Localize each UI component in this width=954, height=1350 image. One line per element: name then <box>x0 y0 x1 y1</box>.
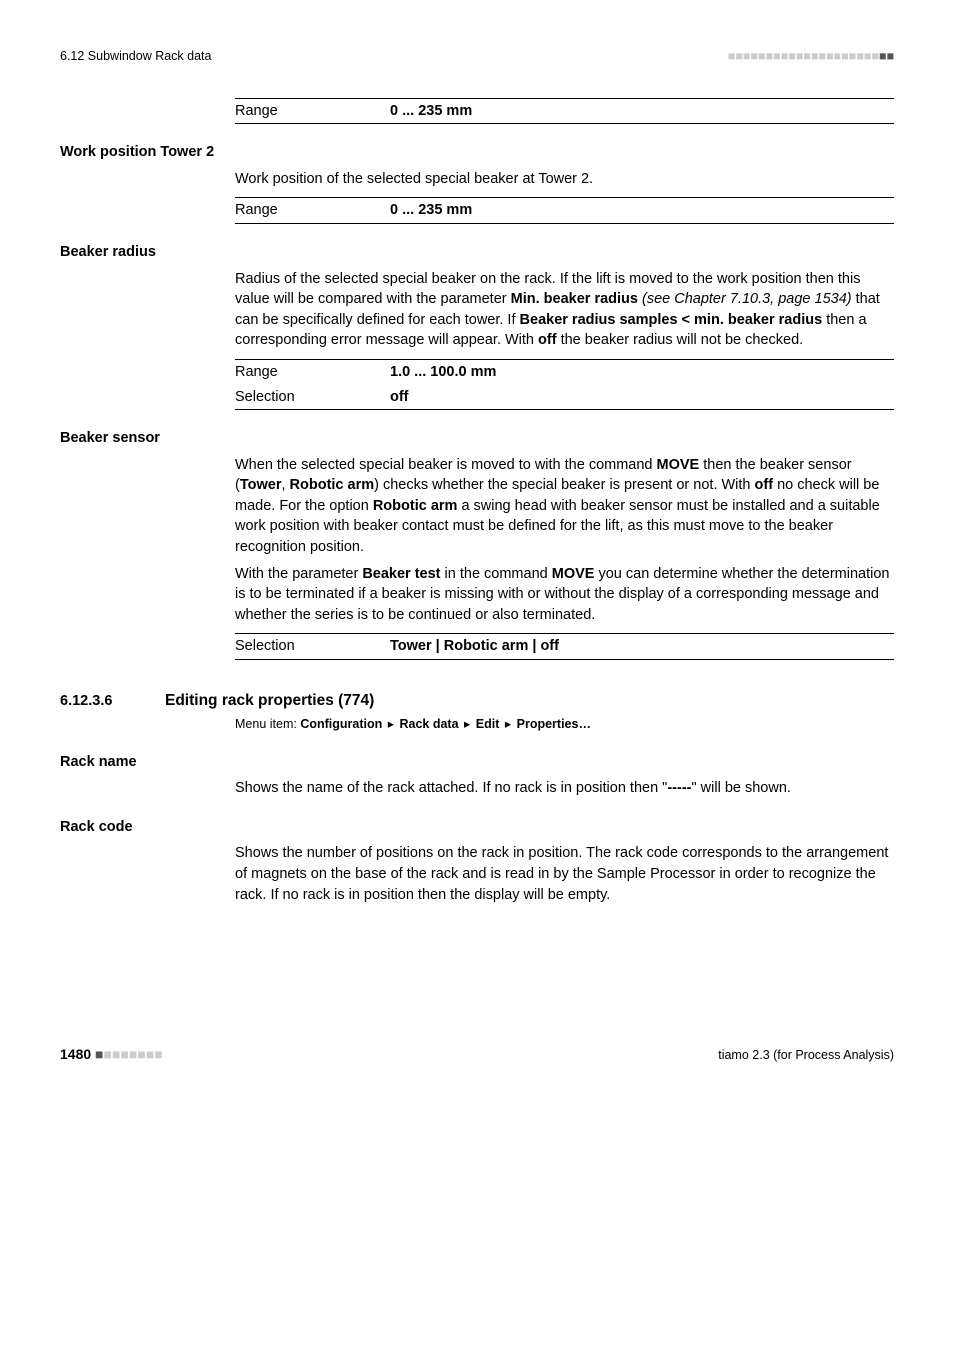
text: " will be shown. <box>692 780 791 796</box>
text: in the command <box>441 566 552 582</box>
bold-text: ----- <box>667 780 691 796</box>
body-beaker-radius: Radius of the selected special beaker on… <box>235 269 894 351</box>
subsection-title: Editing rack properties (774) <box>165 690 374 712</box>
body-rack-code: Shows the number of positions on the rac… <box>235 843 894 905</box>
text: With the parameter <box>235 566 362 582</box>
text: , <box>281 477 289 493</box>
selection-value: off <box>390 387 894 408</box>
bold-text: Beaker radius samples < min. beaker radi… <box>520 312 823 328</box>
heading-rack-name: Rack name <box>60 752 894 773</box>
selection-label: Selection <box>235 387 390 408</box>
bold-text: Tower <box>240 477 282 493</box>
heading-beaker-sensor: Beaker sensor <box>60 428 894 449</box>
param-table-top: Range 0 ... 235 mm <box>235 98 894 125</box>
footer-right: tiamo 2.3 (for Process Analysis) <box>718 1047 894 1065</box>
desc-beaker-sensor-p1: When the selected special beaker is move… <box>235 455 894 558</box>
header-section-title: 6.12 Subwindow Rack data <box>60 48 211 66</box>
param-row: Selection Tower | Robotic arm | off <box>235 634 894 659</box>
range-value: 0 ... 235 mm <box>390 200 894 221</box>
header-bars: ■■■■■■■■■■■■■■■■■■■■■■ <box>728 48 894 66</box>
param-row: Range 0 ... 235 mm <box>235 99 894 124</box>
text: the beaker radius will not be checked. <box>557 332 804 348</box>
menu-label: Menu item: <box>235 717 300 731</box>
param-row: Selection off <box>235 385 894 410</box>
page-number: 1480 <box>60 1046 91 1062</box>
bold-text: off <box>538 332 557 348</box>
selection-value: Tower | Robotic arm | off <box>390 636 894 657</box>
subsection-header-row: 6.12.3.6 Editing rack properties (774) <box>60 690 894 712</box>
rule <box>235 123 894 124</box>
desc-beaker-sensor-p2: With the parameter Beaker test in the co… <box>235 564 894 626</box>
desc-beaker-radius: Radius of the selected special beaker on… <box>235 269 894 351</box>
subsection-6-12-3-6: 6.12.3.6 Editing rack properties (774) M… <box>60 690 894 734</box>
menu-path: Menu item: Configuration ▸ Rack data ▸ E… <box>235 716 894 734</box>
text: When the selected special beaker is move… <box>235 457 657 473</box>
bold-text: MOVE <box>552 566 595 582</box>
bold-text: Robotic arm <box>290 477 375 493</box>
param-table-beaker-sensor: Selection Tower | Robotic arm | off <box>235 633 894 660</box>
text: ) checks whether the special beaker is p… <box>374 477 754 493</box>
heading-work-position-tower2: Work position Tower 2 <box>60 142 894 163</box>
footer-left: 1480 ■■■■■■■■ <box>60 1045 163 1065</box>
rule <box>235 659 894 660</box>
bold-text: Beaker test <box>362 566 440 582</box>
param-table-beaker-radius: Range 1.0 ... 100.0 mm Selection off <box>235 359 894 410</box>
bold-text: Min. beaker radius <box>511 291 638 307</box>
italic-text: (see Chapter 7.10.3, page 1534) <box>638 291 852 307</box>
bold-text: off <box>755 477 774 493</box>
text: Shows the name of the rack attached. If … <box>235 780 667 796</box>
range-value: 0 ... 235 mm <box>390 101 894 122</box>
range-label: Range <box>235 200 390 221</box>
rule <box>235 409 894 410</box>
range-label: Range <box>235 362 390 383</box>
range-value: 1.0 ... 100.0 mm <box>390 362 894 383</box>
subsection-number: 6.12.3.6 <box>60 691 165 712</box>
selection-label: Selection <box>235 636 390 657</box>
page-header: 6.12 Subwindow Rack data ■■■■■■■■■■■■■■■… <box>60 48 894 66</box>
param-row: Range 0 ... 235 mm <box>235 198 894 223</box>
body-work-position-tower2: Work position of the selected special be… <box>235 169 894 190</box>
heading-rack-code: Rack code <box>60 817 894 838</box>
desc-rack-name: Shows the name of the rack attached. If … <box>235 778 894 799</box>
param-row: Range 1.0 ... 100.0 mm <box>235 360 894 385</box>
range-label: Range <box>235 101 390 122</box>
desc-rack-code: Shows the number of positions on the rac… <box>235 843 894 905</box>
page-footer: 1480 ■■■■■■■■ tiamo 2.3 (for Process Ana… <box>60 1045 894 1065</box>
menu-path-items: Configuration ▸ Rack data ▸ Edit ▸ Prope… <box>300 717 591 731</box>
body-rack-name: Shows the name of the rack attached. If … <box>235 778 894 799</box>
body-beaker-sensor: When the selected special beaker is move… <box>235 455 894 626</box>
footer-bars: ■■■■■■■■ <box>95 1046 163 1062</box>
rule <box>235 223 894 224</box>
heading-beaker-radius: Beaker radius <box>60 242 894 263</box>
bold-text: Robotic arm <box>373 498 458 514</box>
param-table-wpt2: Range 0 ... 235 mm <box>235 197 894 224</box>
bold-text: MOVE <box>657 457 700 473</box>
desc-work-position-tower2: Work position of the selected special be… <box>235 169 894 190</box>
